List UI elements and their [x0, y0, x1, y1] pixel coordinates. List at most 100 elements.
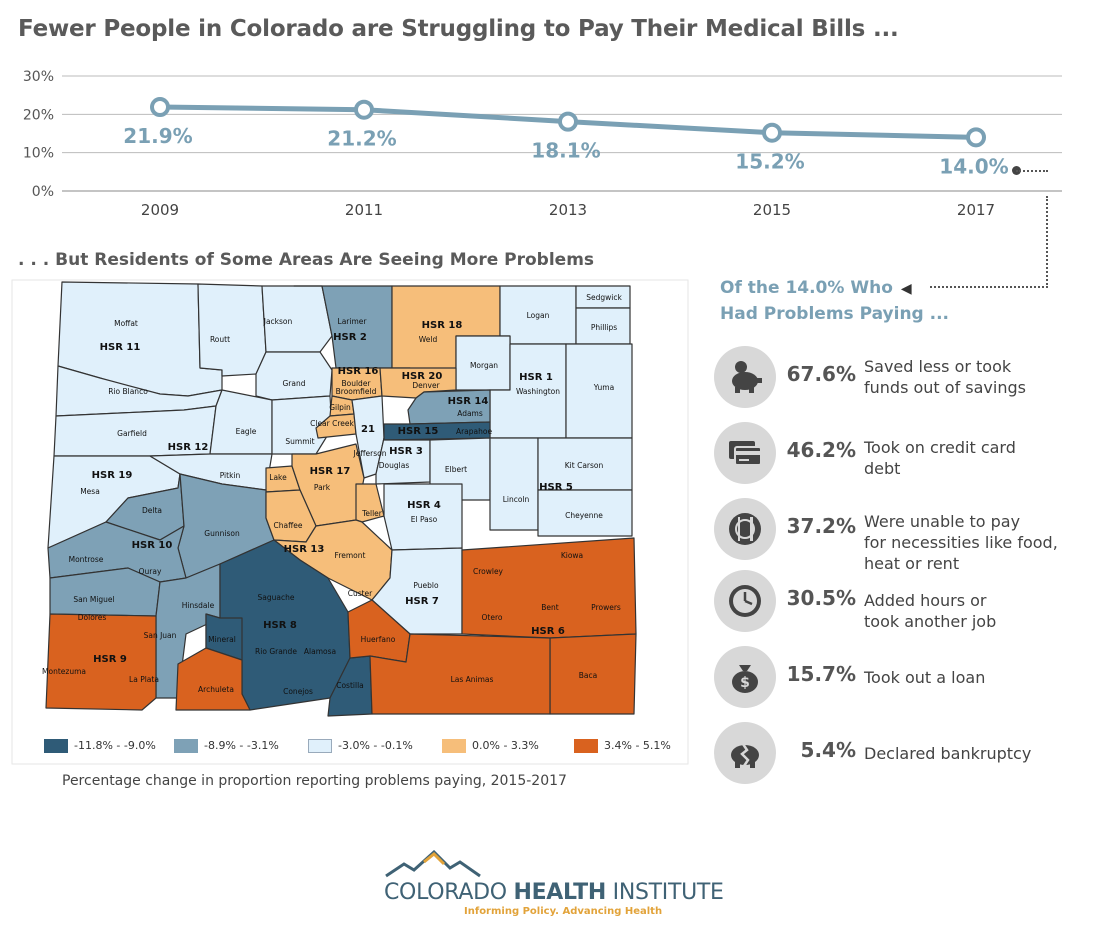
connector-line [1016, 170, 1048, 172]
stat-description: Declared bankruptcy [864, 743, 1084, 764]
county-label: Montrose [69, 555, 104, 564]
gridlines [62, 75, 1062, 192]
county-label: Saguache [258, 593, 295, 602]
y-tick-label: 20% [23, 107, 54, 123]
county-label: El Paso [411, 515, 438, 524]
stat-description: Were unable to pay for necessities like … [864, 511, 1084, 574]
county-label: Jackson [263, 317, 293, 326]
chart-title: Fewer People in Colorado are Struggling … [18, 16, 899, 42]
county-label: Park [314, 483, 331, 492]
county-label: Elbert [445, 465, 467, 474]
county-label: Larimer [338, 317, 368, 326]
legend-swatch [174, 739, 198, 753]
county-label: 21 [361, 424, 375, 435]
county-label: Rio Blanco [108, 387, 148, 396]
logo-text-bold: HEALTH [513, 880, 606, 905]
stat-line: took another job [864, 612, 997, 631]
logo-text-end: INSTITUTE [605, 880, 724, 905]
county-label: San Miguel [73, 595, 114, 604]
x-tick-label: 2015 [753, 201, 791, 219]
county-label: Jefferson [353, 449, 387, 458]
region-label: HSR 11 [100, 342, 141, 353]
county-label: Mineral [208, 635, 236, 644]
region-label: HSR 3 [389, 446, 423, 457]
x-tick-labels: 2009 2011 2013 2015 2017 [141, 201, 995, 219]
legend-swatch [574, 739, 598, 753]
region-label: HSR 13 [284, 544, 325, 555]
region-label: HSR 18 [422, 320, 463, 331]
county-label: Routt [210, 335, 230, 344]
county-label: Morgan [470, 361, 498, 370]
x-tick-label: 2011 [345, 201, 383, 219]
stat-line: Added hours or [864, 591, 987, 610]
region-hsr-15 [383, 421, 491, 441]
county-label: Douglas [379, 461, 410, 470]
county-label: Crowley [473, 567, 504, 576]
county-label: Pitkin [220, 471, 241, 480]
county-routt [197, 283, 267, 377]
county-label: Mesa [80, 487, 100, 496]
data-label: 15.2% [735, 150, 804, 174]
county-label: Gilpin [329, 403, 351, 412]
line-chart: 30%20%10%0% 2009 2011 2013 2015 2017 21.9% 21… [23, 69, 1062, 219]
data-label: 21.2% [327, 127, 396, 151]
stat-percent: 15.7% [786, 662, 856, 686]
county-label: Arapahoe [456, 427, 493, 436]
region-label: HSR 5 [539, 482, 573, 493]
county-label: La Plata [129, 675, 159, 684]
legend-swatch [308, 739, 332, 753]
stat-percent: 37.2% [786, 514, 856, 538]
stat-line: Were unable to pay [864, 512, 1021, 531]
county-label: Gunnison [204, 529, 240, 538]
stat-line: Took on credit card [864, 438, 1016, 457]
county-label: Lake [269, 473, 287, 482]
mountain-logo-icon [385, 850, 481, 878]
county-teller [355, 483, 385, 523]
county-label: Conejos [283, 687, 313, 696]
data-points [150, 97, 986, 148]
region-label: HSR 17 [310, 466, 351, 477]
data-point [354, 99, 374, 120]
county-label: Otero [482, 613, 503, 622]
y-tick-label: 10% [23, 146, 54, 162]
x-tick-label: 2017 [957, 201, 995, 219]
county-label: Denver [412, 381, 440, 390]
county-label: Kiowa [561, 551, 583, 560]
region-label: HSR 4 [407, 500, 441, 511]
stat-percent: 30.5% [786, 586, 856, 610]
legend-label: -8.9% - -3.1% [204, 739, 279, 752]
legend-label: 3.4% - 5.1% [604, 739, 671, 752]
county-label: Montezuma [42, 667, 86, 676]
county-label: Chaffee [274, 521, 303, 530]
logo-tagline: Informing Policy. Advancing Health [464, 906, 663, 917]
stat-percent: 5.4% [800, 738, 856, 762]
county-label: Prowers [591, 603, 621, 612]
county-label: Fremont [335, 551, 366, 560]
county-clear-creek [315, 413, 357, 439]
county-label: Weld [419, 335, 438, 344]
data-point [762, 122, 782, 143]
data-label: 21.9% [123, 124, 192, 148]
money-bag-icon: $ [714, 646, 776, 708]
data-point [966, 127, 986, 148]
county-label: Clear Creek [310, 419, 354, 428]
county-label: Sedgwick [586, 293, 622, 302]
y-tick-label: 0% [32, 184, 54, 200]
stat-row: 30.5% Added hours or took another job [714, 570, 1094, 634]
map-caption: Percentage change in proportion reportin… [62, 773, 567, 789]
county-summit [271, 395, 333, 455]
region-label: HSR 14 [448, 396, 489, 407]
county-las-animas [369, 633, 551, 715]
data-label: 14.0% [939, 154, 1008, 178]
region-label: HSR 8 [263, 620, 297, 631]
region-label: HSR 15 [398, 426, 439, 437]
county-label: Costilla [336, 681, 364, 690]
x-tick-label: 2013 [549, 201, 587, 219]
region-label: HSR 19 [92, 470, 133, 481]
county-label: Bent [541, 603, 559, 612]
region-hsr-21 [351, 395, 385, 479]
stat-description: Took on credit card debt [864, 437, 1084, 479]
county-eagle [209, 389, 273, 455]
county-label: Eagle [236, 427, 257, 436]
legend-swatch [44, 739, 68, 753]
